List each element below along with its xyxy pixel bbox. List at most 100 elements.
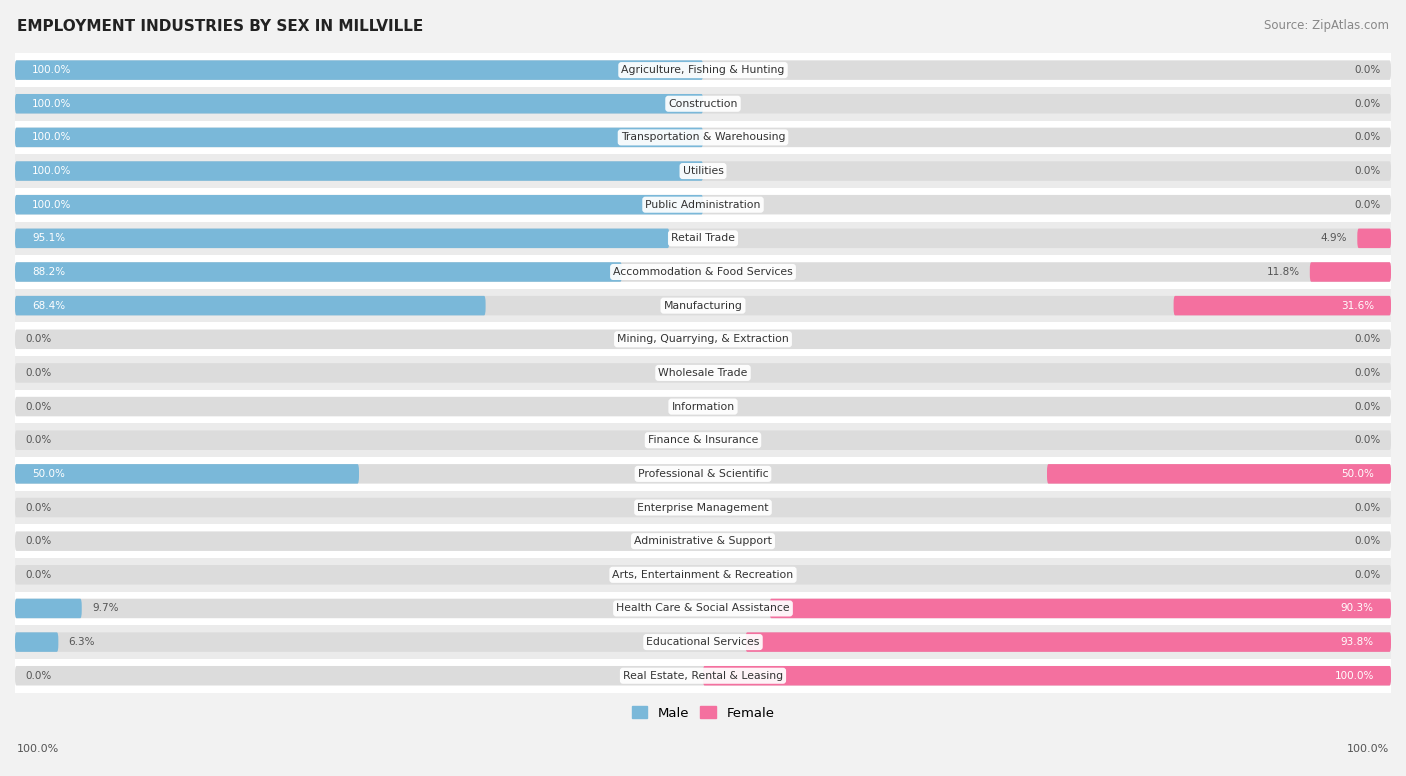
FancyBboxPatch shape xyxy=(15,497,1391,518)
Text: Real Estate, Rental & Leasing: Real Estate, Rental & Leasing xyxy=(623,670,783,681)
Bar xyxy=(15,356,1391,390)
FancyBboxPatch shape xyxy=(15,464,1391,483)
Text: 4.9%: 4.9% xyxy=(1320,234,1347,244)
Bar xyxy=(15,591,1391,625)
Text: 50.0%: 50.0% xyxy=(32,469,65,479)
FancyBboxPatch shape xyxy=(1174,296,1391,315)
FancyBboxPatch shape xyxy=(703,666,1391,685)
FancyBboxPatch shape xyxy=(15,632,1391,652)
Text: 0.0%: 0.0% xyxy=(1354,401,1381,411)
Bar xyxy=(15,255,1391,289)
Text: 11.8%: 11.8% xyxy=(1267,267,1299,277)
Text: Enterprise Management: Enterprise Management xyxy=(637,503,769,512)
FancyBboxPatch shape xyxy=(1310,262,1391,282)
Text: 100.0%: 100.0% xyxy=(32,199,72,210)
Bar xyxy=(15,120,1391,154)
Bar xyxy=(15,490,1391,525)
FancyBboxPatch shape xyxy=(15,632,58,652)
Text: 100.0%: 100.0% xyxy=(32,65,72,75)
Legend: Male, Female: Male, Female xyxy=(626,701,780,725)
Bar xyxy=(15,188,1391,221)
Text: 0.0%: 0.0% xyxy=(1354,334,1381,345)
Text: 100.0%: 100.0% xyxy=(1347,744,1389,754)
Text: Agriculture, Fishing & Hunting: Agriculture, Fishing & Hunting xyxy=(621,65,785,75)
Bar xyxy=(15,390,1391,424)
Text: 0.0%: 0.0% xyxy=(25,334,52,345)
Text: Retail Trade: Retail Trade xyxy=(671,234,735,244)
Bar xyxy=(15,221,1391,255)
Text: 31.6%: 31.6% xyxy=(1341,300,1374,310)
Text: 0.0%: 0.0% xyxy=(1354,99,1381,109)
Text: Information: Information xyxy=(672,401,734,411)
Text: 100.0%: 100.0% xyxy=(32,133,72,143)
Text: 0.0%: 0.0% xyxy=(25,570,52,580)
Text: EMPLOYMENT INDUSTRIES BY SEX IN MILLVILLE: EMPLOYMENT INDUSTRIES BY SEX IN MILLVILL… xyxy=(17,19,423,34)
Text: Mining, Quarrying, & Extraction: Mining, Quarrying, & Extraction xyxy=(617,334,789,345)
FancyBboxPatch shape xyxy=(1357,229,1391,248)
FancyBboxPatch shape xyxy=(15,431,1391,450)
Bar xyxy=(15,54,1391,87)
Bar xyxy=(15,525,1391,558)
Text: 6.3%: 6.3% xyxy=(69,637,96,647)
Text: Accommodation & Food Services: Accommodation & Food Services xyxy=(613,267,793,277)
Text: 88.2%: 88.2% xyxy=(32,267,65,277)
Text: 0.0%: 0.0% xyxy=(1354,133,1381,143)
Text: 0.0%: 0.0% xyxy=(1354,435,1381,445)
Text: 95.1%: 95.1% xyxy=(32,234,65,244)
FancyBboxPatch shape xyxy=(15,296,1391,315)
FancyBboxPatch shape xyxy=(15,397,1391,417)
Text: Utilities: Utilities xyxy=(682,166,724,176)
Text: Wholesale Trade: Wholesale Trade xyxy=(658,368,748,378)
Bar xyxy=(15,289,1391,323)
Text: 0.0%: 0.0% xyxy=(1354,166,1381,176)
Text: 0.0%: 0.0% xyxy=(1354,199,1381,210)
Bar xyxy=(15,457,1391,490)
Bar xyxy=(15,323,1391,356)
Text: Public Administration: Public Administration xyxy=(645,199,761,210)
Text: 0.0%: 0.0% xyxy=(1354,503,1381,512)
FancyBboxPatch shape xyxy=(15,127,703,147)
FancyBboxPatch shape xyxy=(15,161,703,181)
Text: Arts, Entertainment & Recreation: Arts, Entertainment & Recreation xyxy=(613,570,793,580)
Text: 0.0%: 0.0% xyxy=(25,401,52,411)
FancyBboxPatch shape xyxy=(15,229,1391,248)
Text: Health Care & Social Assistance: Health Care & Social Assistance xyxy=(616,604,790,614)
Text: Manufacturing: Manufacturing xyxy=(664,300,742,310)
Text: 0.0%: 0.0% xyxy=(25,670,52,681)
Bar xyxy=(15,87,1391,120)
FancyBboxPatch shape xyxy=(15,296,485,315)
FancyBboxPatch shape xyxy=(745,632,1391,652)
Text: 100.0%: 100.0% xyxy=(32,99,72,109)
Text: 93.8%: 93.8% xyxy=(1341,637,1374,647)
Text: Educational Services: Educational Services xyxy=(647,637,759,647)
Text: Source: ZipAtlas.com: Source: ZipAtlas.com xyxy=(1264,19,1389,33)
FancyBboxPatch shape xyxy=(769,599,1391,618)
FancyBboxPatch shape xyxy=(15,195,703,214)
Text: Professional & Scientific: Professional & Scientific xyxy=(638,469,768,479)
Text: 0.0%: 0.0% xyxy=(1354,570,1381,580)
FancyBboxPatch shape xyxy=(15,61,703,80)
Text: 68.4%: 68.4% xyxy=(32,300,65,310)
Text: 50.0%: 50.0% xyxy=(1341,469,1374,479)
Text: 0.0%: 0.0% xyxy=(25,503,52,512)
Bar xyxy=(15,659,1391,692)
Text: 100.0%: 100.0% xyxy=(17,744,59,754)
FancyBboxPatch shape xyxy=(15,229,669,248)
FancyBboxPatch shape xyxy=(15,330,1391,349)
FancyBboxPatch shape xyxy=(1047,464,1391,483)
FancyBboxPatch shape xyxy=(15,195,1391,214)
FancyBboxPatch shape xyxy=(15,94,703,113)
FancyBboxPatch shape xyxy=(15,61,1391,80)
FancyBboxPatch shape xyxy=(15,262,1391,282)
FancyBboxPatch shape xyxy=(15,599,82,618)
Text: 100.0%: 100.0% xyxy=(32,166,72,176)
Text: Transportation & Warehousing: Transportation & Warehousing xyxy=(621,133,785,143)
FancyBboxPatch shape xyxy=(15,565,1391,584)
Text: Finance & Insurance: Finance & Insurance xyxy=(648,435,758,445)
FancyBboxPatch shape xyxy=(15,127,1391,147)
FancyBboxPatch shape xyxy=(15,532,1391,551)
Bar xyxy=(15,558,1391,591)
Text: 0.0%: 0.0% xyxy=(1354,536,1381,546)
Text: 100.0%: 100.0% xyxy=(1334,670,1374,681)
FancyBboxPatch shape xyxy=(15,262,621,282)
